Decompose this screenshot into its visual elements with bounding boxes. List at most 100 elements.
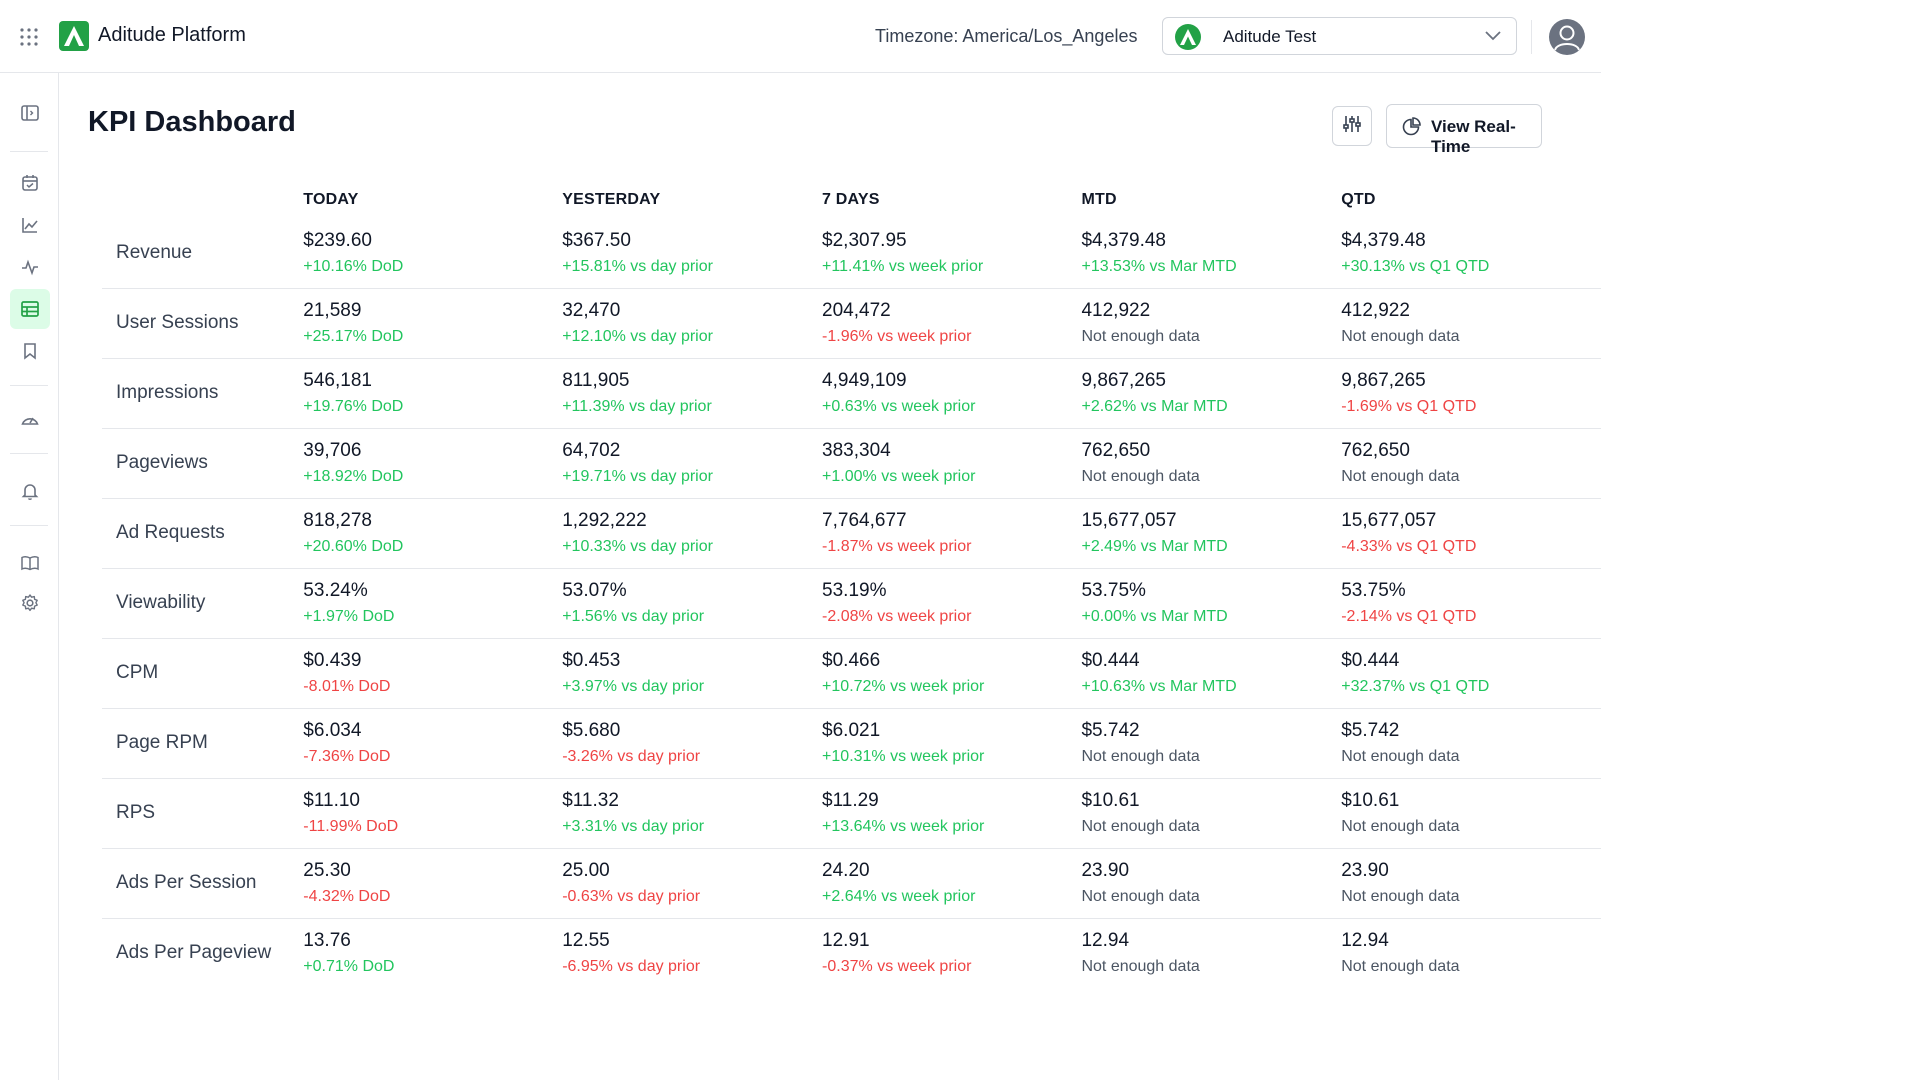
kpi-cell: 12.55 -6.95% vs day prior — [562, 918, 822, 988]
kpi-cell: 53.75% +0.00% vs Mar MTD — [1081, 568, 1342, 639]
filter-settings-button[interactable] — [1332, 106, 1372, 146]
kpi-cell: 12.91 -0.37% vs week prior — [822, 918, 1081, 988]
kpi-change: Not enough data — [1341, 958, 1460, 976]
kpi-cell: 53.07% +1.56% vs day prior — [562, 568, 823, 639]
panel-toggle-icon[interactable] — [10, 93, 50, 133]
aditude-logo-icon[interactable] — [59, 21, 89, 51]
kpi-value: 53.24% — [303, 580, 368, 601]
table-row: Ad Requests 818,278 +20.60% DoD 1,292,222 +1… — [102, 498, 1601, 569]
kpi-change: -1.96% vs week prior — [822, 328, 972, 345]
gear-icon[interactable] — [10, 583, 50, 623]
kpi-change: +30.13% vs Q1 QTD — [1341, 257, 1490, 275]
table-row: Revenue $239.60 +10.16% DoD $367.50 +15.81% … — [102, 218, 1601, 289]
kpi-change: +10.16% DoD — [303, 257, 404, 275]
metric-label: User Sessions — [102, 288, 304, 359]
view-real-time-button[interactable]: View Real-Time — [1386, 104, 1542, 156]
kpi-cell: 12.94 Not enough data — [1081, 918, 1341, 988]
table-row: CPM $0.439 -8.01% DoD $0.453 +3.97% vs day p… — [102, 638, 1601, 709]
kpi-cell: $11.10 -11.99% DoD — [303, 778, 563, 849]
kpi-change: +2.62% vs Mar MTD — [1081, 398, 1228, 415]
kpi-value: 15,677,057 — [1341, 510, 1437, 531]
kpi-cell: $10.61 Not enough data — [1341, 778, 1601, 849]
kpi-cell: 24.20 +2.64% vs week prior — [822, 848, 1082, 919]
metric-label: Viewability — [102, 568, 304, 639]
kpi-cell: $5.742 Not enough data — [1081, 708, 1342, 779]
site-selector-value: Aditude Test — [1223, 27, 1317, 46]
kpi-change: +19.76% DoD — [303, 398, 404, 415]
activity-icon[interactable] — [10, 247, 50, 287]
kpi-cell: 546,181 +19.76% DoD — [303, 358, 563, 429]
metric-label: CPM — [102, 638, 304, 709]
kpi-change: -1.87% vs week prior — [822, 538, 972, 555]
kpi-cell: $239.60 +10.16% DoD — [303, 218, 563, 289]
kpi-value: 811,905 — [562, 370, 630, 391]
kpi-value: 39,706 — [303, 440, 362, 461]
kpi-change: +10.31% vs week prior — [822, 748, 985, 765]
kpi-value: 12.55 — [562, 930, 610, 952]
app-title[interactable]: Aditude Platform — [98, 24, 246, 46]
kpi-change: -0.37% vs week prior — [822, 958, 972, 976]
kpi-cell: 23.90 Not enough data — [1081, 848, 1342, 919]
bell-icon[interactable] — [10, 471, 50, 511]
site-selector[interactable]: Aditude Test — [1162, 17, 1517, 55]
chevron-down-icon — [1484, 29, 1502, 48]
kpi-value: 23.90 — [1081, 860, 1130, 881]
sidebar-divider — [10, 525, 48, 526]
kpi-value: 53.19% — [822, 580, 887, 601]
kpi-value: $0.444 — [1341, 650, 1400, 671]
kpi-change: Not enough data — [1081, 888, 1200, 905]
kpi-change: -7.36% DoD — [303, 748, 391, 765]
column-header: QTD — [1341, 191, 1376, 208]
kpi-change: +1.97% DoD — [303, 608, 395, 625]
kpi-cell: $0.444 +10.63% vs Mar MTD — [1081, 638, 1342, 709]
kpi-value: 15,677,057 — [1081, 510, 1177, 531]
sidebar-divider — [10, 151, 48, 152]
kpi-change: Not enough data — [1081, 818, 1200, 835]
kpi-table: TODAY YESTERDAY 7 DAYS MTD QTD Revenue $2… — [102, 185, 1601, 988]
kpi-value: $11.10 — [303, 790, 360, 811]
kpi-value: 412,922 — [1081, 300, 1151, 321]
kpi-value: 53.07% — [562, 580, 627, 601]
kpi-cell: 762,650 Not enough data — [1081, 428, 1342, 499]
kpi-value: 12.91 — [822, 930, 870, 952]
sidebar-divider — [10, 385, 48, 386]
sidebar-divider — [10, 453, 48, 454]
kpi-change: Not enough data — [1341, 818, 1460, 835]
kpi-cell: 818,278 +20.60% DoD — [303, 498, 563, 569]
table-header-metric — [102, 185, 303, 218]
kpi-value: $0.444 — [1081, 650, 1140, 671]
book-icon[interactable] — [10, 543, 50, 583]
kpi-cell: 13.76 +0.71% DoD — [303, 918, 562, 988]
kpi-value: 762,650 — [1081, 440, 1151, 461]
app-grid-icon[interactable] — [18, 26, 40, 48]
kpi-change: Not enough data — [1341, 748, 1460, 765]
table-row: Page RPM $6.034 -7.36% DoD $5.680 -3.26% vs … — [102, 708, 1601, 779]
bookmark-icon[interactable] — [10, 331, 50, 371]
kpi-change: +0.71% DoD — [303, 958, 395, 976]
kpi-value: 12.94 — [1081, 930, 1130, 952]
kpi-cell: 762,650 Not enough data — [1341, 428, 1601, 499]
kpi-value: 204,472 — [822, 300, 891, 321]
kpi-cell: 412,922 Not enough data — [1341, 288, 1601, 359]
metric-label: Ads Per Pageview — [116, 942, 272, 964]
table-icon[interactable] — [10, 289, 50, 329]
kpi-cell: 9,867,265 +2.62% vs Mar MTD — [1081, 358, 1342, 429]
kpi-change: Not enough data — [1341, 468, 1460, 485]
line-chart-icon[interactable] — [10, 205, 50, 245]
kpi-value: 32,470 — [562, 300, 621, 321]
table-row: User Sessions 21,589 +25.17% DoD 32,470 +12.… — [102, 288, 1601, 359]
kpi-cell: 32,470 +12.10% vs day prior — [562, 288, 823, 359]
calendar-check-icon[interactable] — [10, 163, 50, 203]
kpi-value: $2,307.95 — [822, 229, 907, 251]
gauge-icon[interactable] — [10, 399, 50, 439]
kpi-cell: 1,292,222 +10.33% vs day prior — [562, 498, 823, 569]
kpi-value: 53.75% — [1341, 580, 1406, 601]
kpi-value: 12.94 — [1341, 930, 1389, 952]
kpi-value: 1,292,222 — [562, 510, 647, 531]
kpi-cell: $0.444 +32.37% vs Q1 QTD — [1341, 638, 1601, 709]
kpi-value: $10.61 — [1081, 790, 1140, 811]
kpi-value: 546,181 — [303, 370, 372, 391]
user-avatar[interactable] — [1549, 19, 1585, 55]
kpi-value: $5.680 — [562, 720, 621, 741]
kpi-cell: 7,764,677 -1.87% vs week prior — [822, 498, 1082, 569]
